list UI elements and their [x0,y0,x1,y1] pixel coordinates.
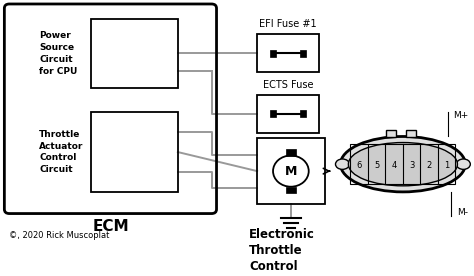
Text: Throttle
Actuator
Control
Circuit: Throttle Actuator Control Circuit [39,130,83,174]
Ellipse shape [456,159,470,169]
Text: 2: 2 [427,161,432,169]
Text: ECM: ECM [92,219,129,234]
Circle shape [273,156,309,187]
Text: M: M [285,166,297,179]
FancyBboxPatch shape [406,129,416,137]
FancyBboxPatch shape [270,50,276,57]
Text: 3: 3 [409,161,414,169]
Text: ©, 2020 Rick Muscoplat: ©, 2020 Rick Muscoplat [9,231,109,240]
FancyBboxPatch shape [300,50,306,57]
Text: 4: 4 [392,161,397,169]
Ellipse shape [348,142,457,186]
Text: ECTS Fuse: ECTS Fuse [263,79,313,89]
Text: M+: M+ [454,111,469,120]
FancyBboxPatch shape [286,150,296,156]
Text: Power
Source
Circuit
for CPU: Power Source Circuit for CPU [39,31,77,76]
FancyBboxPatch shape [286,187,296,193]
Text: EFI Fuse #1: EFI Fuse #1 [259,19,317,29]
Ellipse shape [340,136,465,192]
Text: Electronic
Throttle
Control: Electronic Throttle Control [249,228,315,273]
FancyBboxPatch shape [270,110,276,117]
Ellipse shape [336,159,349,169]
Text: 1: 1 [444,161,449,169]
FancyBboxPatch shape [386,129,396,137]
Text: 5: 5 [374,161,379,169]
FancyBboxPatch shape [300,110,306,117]
Text: M-: M- [457,208,468,217]
Text: 6: 6 [356,161,362,169]
